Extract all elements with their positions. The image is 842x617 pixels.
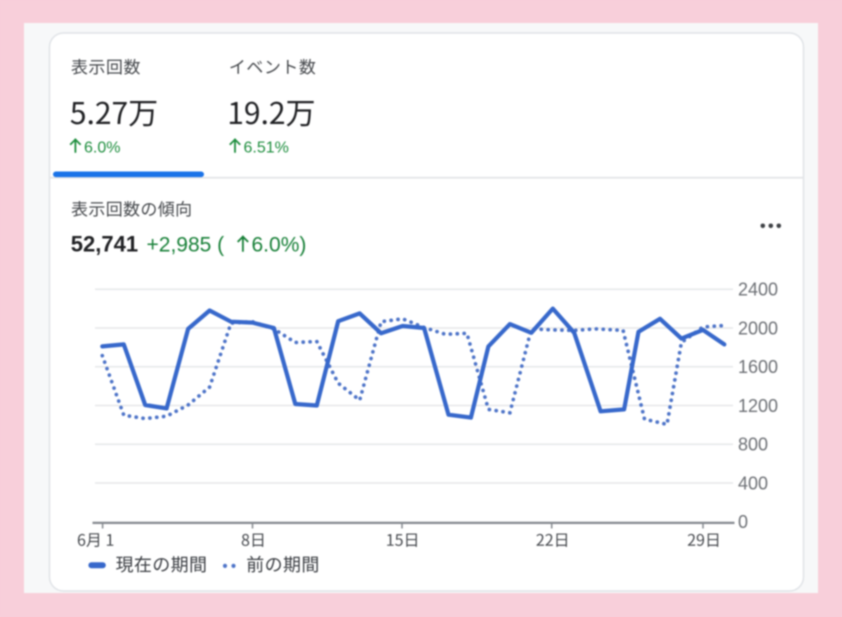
svg-text:52,741: 52,741 — [71, 232, 138, 257]
svg-text:400: 400 — [738, 473, 768, 493]
svg-text:+2,985 (: +2,985 ( — [147, 234, 225, 257]
svg-text:1200: 1200 — [738, 396, 778, 416]
svg-text:6.51%: 6.51% — [244, 140, 289, 157]
svg-text:2400: 2400 — [738, 280, 778, 300]
svg-text:6.0%: 6.0% — [84, 140, 120, 157]
svg-text:0: 0 — [738, 512, 748, 532]
svg-text:6.0%): 6.0%) — [252, 234, 307, 257]
svg-text:800: 800 — [738, 435, 768, 455]
svg-text:2000: 2000 — [738, 318, 778, 338]
svg-text:1600: 1600 — [738, 357, 778, 377]
